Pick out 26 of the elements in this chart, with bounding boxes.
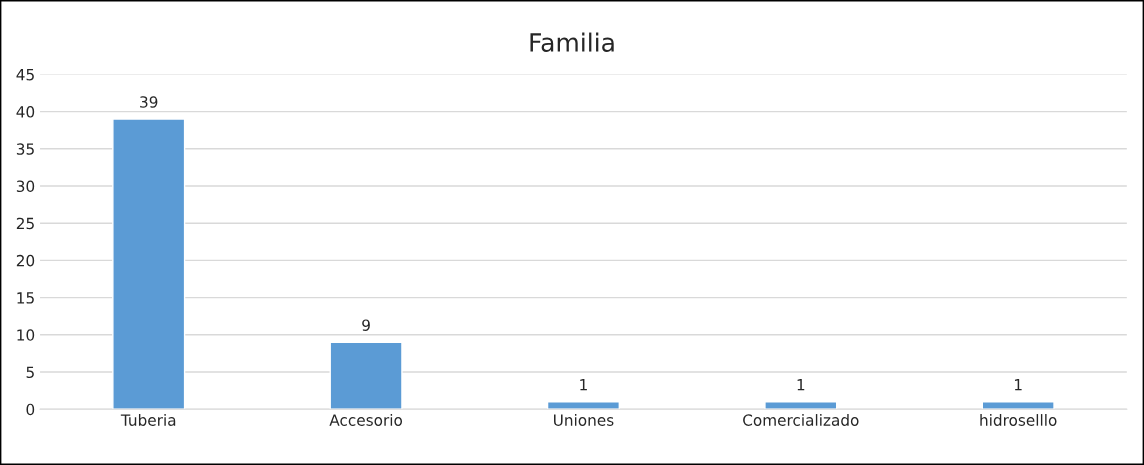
- bar: [981, 401, 1055, 410]
- data-label: 1: [1014, 379, 1022, 391]
- data-label: 39: [140, 96, 158, 108]
- y-tick-label: 0: [26, 403, 35, 416]
- data-label: 9: [362, 319, 370, 331]
- y-tick-label: 5: [26, 366, 34, 379]
- y-tick-label: 35: [16, 143, 34, 155]
- y-tick-label: 45: [16, 69, 34, 81]
- x-tick-label: Uniones: [554, 414, 614, 426]
- x-tick-label: hidroselllo: [980, 414, 1057, 426]
- y-tick-label: 40: [16, 106, 35, 118]
- bar: [329, 341, 403, 410]
- x-tick-label: Accesorio: [329, 414, 403, 426]
- y-tick-label: 25: [16, 217, 34, 230]
- y-tick-label: 15: [17, 292, 34, 304]
- x-tick-label: Tuberia: [120, 414, 176, 426]
- data-label: 1: [797, 379, 805, 391]
- data-label: 1: [580, 379, 587, 391]
- x-tick-label: Comercializado: [743, 414, 859, 426]
- bar: [546, 401, 620, 410]
- bar: [112, 118, 186, 410]
- y-tick-label: 10: [17, 329, 35, 341]
- y-tick-label: 30: [16, 180, 35, 193]
- bar: [764, 401, 838, 410]
- chart-title: Familia: [530, 32, 614, 52]
- y-tick-label: 20: [16, 254, 35, 267]
